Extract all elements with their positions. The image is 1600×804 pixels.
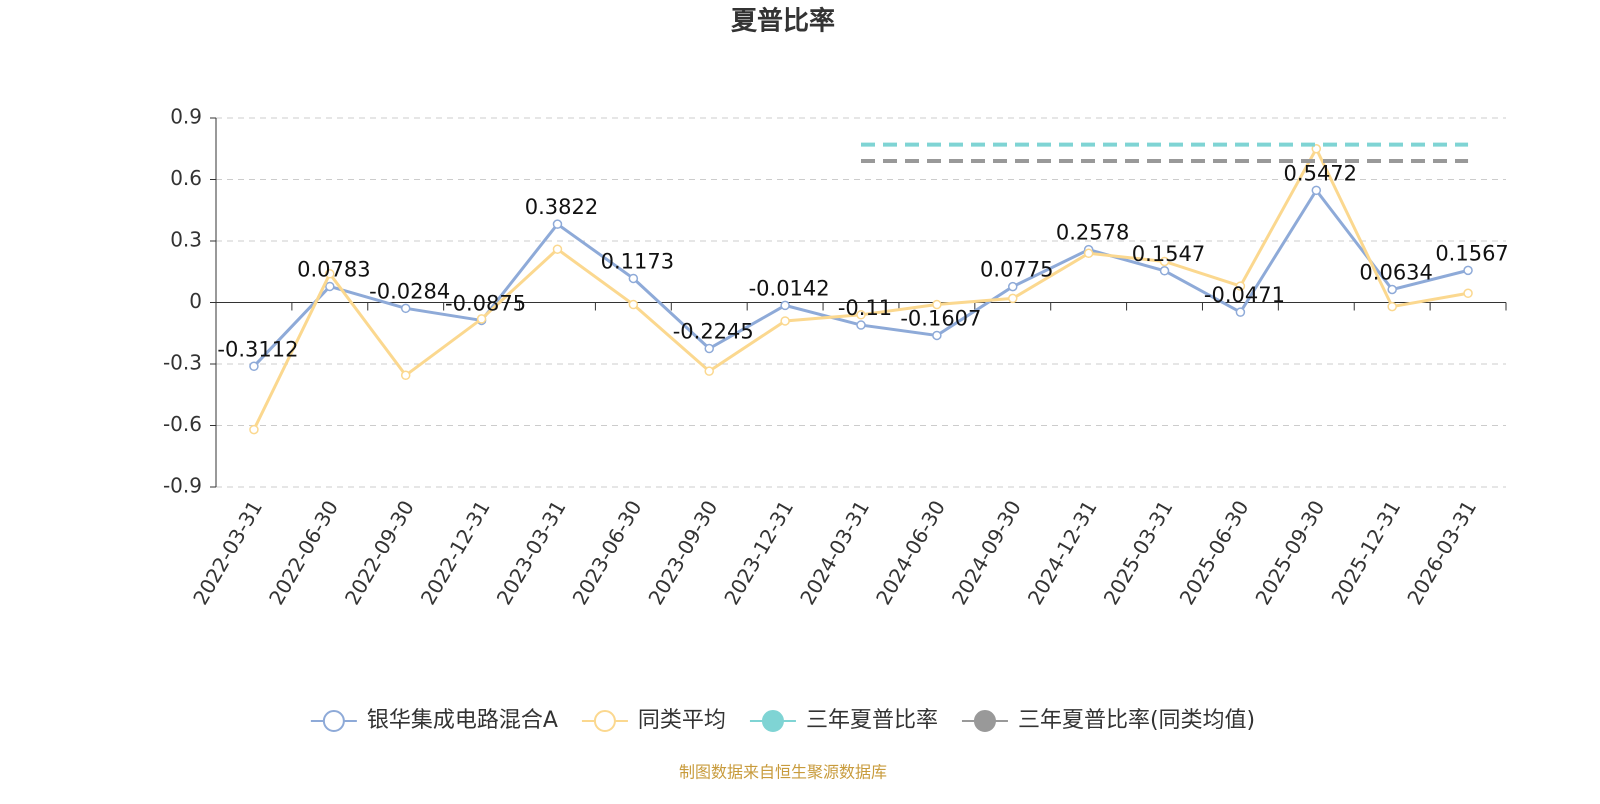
data-point [1083,248,1094,259]
data-label: -0.3112 [217,337,298,361]
data-point [704,343,714,354]
data-point [400,370,411,381]
data-point [249,424,259,435]
data-point [325,281,335,292]
y-tick-label: 0.6 [170,166,202,190]
data-label: 0.0775 [980,258,1053,282]
data-point [780,300,790,311]
data-point [932,299,942,310]
legend-label: 三年夏普比率(同类均值) [1018,708,1255,733]
x-tick-label: 2023-06-30 [568,496,647,609]
data-point [1235,281,1246,291]
data-point [1159,266,1170,276]
x-tick-label: 2022-03-31 [188,496,267,609]
x-tick-label: 2025-06-30 [1175,496,1254,609]
data-point [1463,265,1473,276]
y-tick-label: 0.9 [170,105,202,129]
y-tick-label: -0.3 [163,351,202,375]
data-label: 0.1567 [1435,241,1508,265]
data-point [1463,288,1473,299]
y-tick-label: -0.6 [163,412,202,436]
x-tick-label: 2023-03-31 [492,496,571,609]
x-tick-label: 2025-09-30 [1250,496,1329,609]
y-tick-label: 0 [189,289,202,313]
data-label: 0.5472 [1284,161,1357,185]
legend-item: 三年夏普比率 [749,708,938,733]
data-point [1008,293,1018,304]
x-tick-label: 2024-06-30 [871,496,950,609]
data-point [1235,307,1246,317]
data-label: -0.0284 [369,279,450,303]
data-label: -0.0471 [1204,283,1285,307]
x-tick-label: 2024-03-31 [795,496,874,609]
data-label: 0.2578 [1056,221,1129,245]
legend-marker [761,710,784,732]
data-point [856,320,866,330]
legend: 银华集成电路混合A 同类平均 三年夏普比率 三年夏普比率(同类均值) [310,708,1255,733]
legend-item: 银华集成电路混合A [310,708,558,733]
legend-label: 同类平均 [638,708,726,733]
data-point [552,219,563,229]
data-point [932,330,942,341]
legend-marker [593,710,616,732]
data-label: 0.1173 [601,249,674,273]
data-point [1311,185,1322,196]
x-tick-label: 2022-09-30 [340,496,419,609]
data-label: -0.0875 [445,291,526,315]
legend-marker [973,710,996,732]
legend-label: 银华集成电路混合A [367,708,558,733]
y-tick-label: -0.9 [163,474,202,498]
data-point [1311,144,1322,154]
legend-label: 三年夏普比率 [806,708,938,733]
x-tick-label: 2023-12-31 [719,496,798,609]
x-tick-label: 2022-12-31 [416,496,495,609]
chart-title: 夏普比率 [731,6,835,37]
data-point [476,314,487,324]
x-tick-label: 2025-03-31 [1099,496,1178,609]
data-label: -0.11 [838,296,892,320]
data-label: -0.1607 [900,306,981,330]
data-point [628,299,639,310]
legend-item: 三年夏普比率(同类均值) [961,708,1255,733]
legend-marker [322,710,345,732]
data-point [1387,284,1397,295]
x-tick-label: 2023-09-30 [643,496,722,609]
data-label: 0.1547 [1132,242,1205,266]
data-label: -0.2245 [673,320,754,344]
data-label: 0.0634 [1359,261,1432,285]
source-note: 制图数据来自恒生聚源数据库 [679,763,887,782]
x-tick-label: 2024-09-30 [947,496,1026,609]
data-point [856,310,866,320]
series-line [252,187,1469,368]
x-tick-label: 2022-06-30 [264,496,343,609]
data-point [249,361,259,372]
data-point [704,366,714,376]
data-point [325,269,335,279]
x-tick-label: 2025-12-31 [1326,496,1405,609]
data-point [1159,256,1170,267]
legend-item: 同类平均 [581,708,726,733]
x-tick-label: 2026-03-31 [1402,496,1481,609]
x-tick-label: 2024-12-31 [1023,496,1102,609]
y-tick-label: 0.3 [170,228,202,252]
data-label: -0.0142 [749,276,830,300]
data-label: 0.3822 [525,195,598,219]
data-point [1008,281,1018,292]
data-point [780,316,790,326]
data-label: 0.0783 [297,257,370,281]
data-point [628,273,639,284]
data-point [1387,301,1397,312]
data-point [400,303,411,314]
data-point [552,244,563,254]
